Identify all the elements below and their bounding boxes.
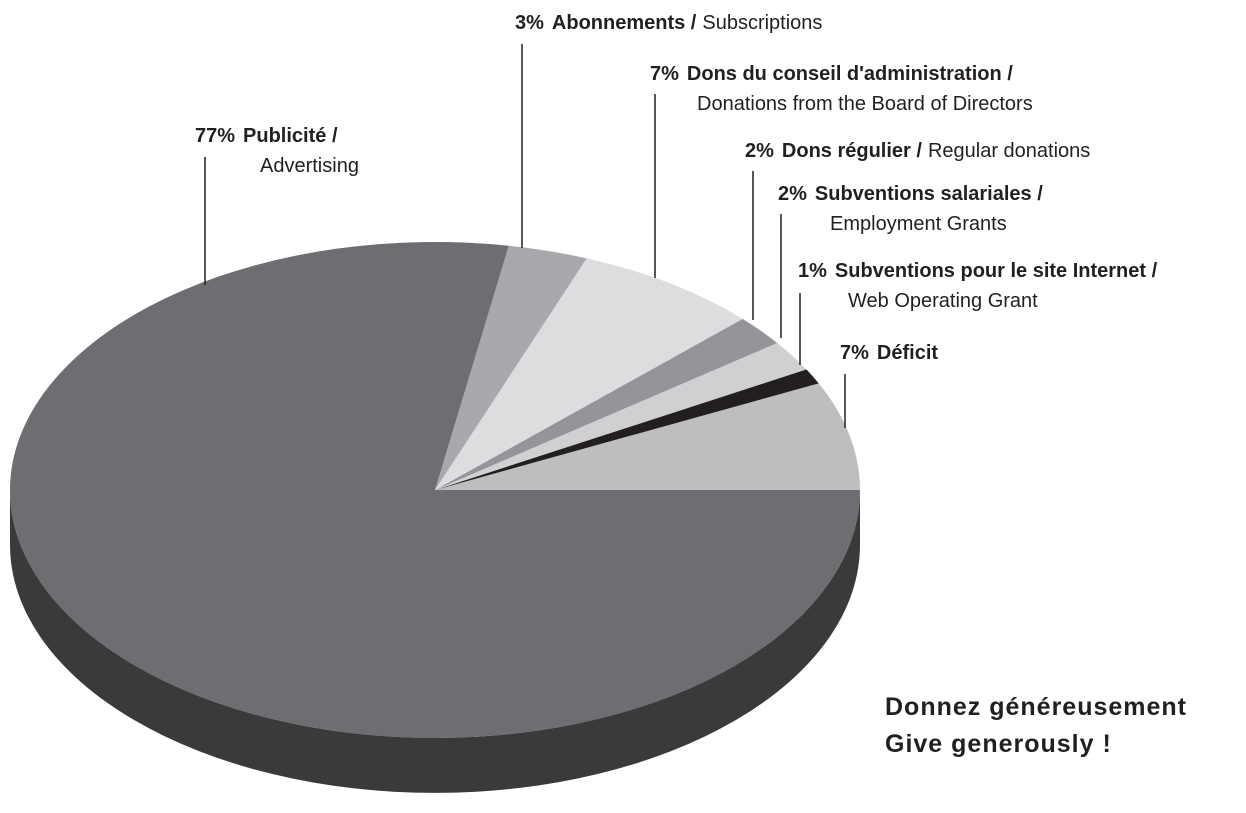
pie-slice [435,342,807,490]
category-label: Abonnements / [552,12,697,34]
value-label: 77% [195,125,235,147]
value-label: 2% [778,183,807,205]
slice-label: 2% Dons régulier / Regular donations [745,140,1090,162]
slice-label: 7% Déficit [840,342,938,364]
category-translation: Advertising [260,155,359,177]
category-translation: Employment Grants [830,213,1007,235]
category-translation: Subscriptions [702,12,822,34]
pie-slice [435,369,819,490]
value-label: 2% [745,140,774,162]
slice-label: 77% Publicité / [195,125,338,147]
annotation: Give generously ! [885,730,1112,758]
category-label: Dons régulier / [782,140,922,162]
value-label: 3% [515,12,544,34]
annotation: Donnez généreusement [885,693,1187,721]
pie-slice [435,383,860,490]
slice-label: 2% Subventions salariales / [778,183,1043,205]
category-label: Déficit [877,342,938,364]
slice-label: 3% Abonnements / Subscriptions [515,12,822,34]
value-label: 7% [650,63,679,85]
category-label: Subventions pour le site Internet / [835,260,1158,282]
category-label: Subventions salariales / [815,183,1043,205]
category-label: Dons du conseil d'administration / [687,63,1013,85]
category-translation: Donations from the Board of Directors [697,93,1033,115]
pie-slice [435,258,743,490]
value-label: 1% [798,260,827,282]
pie [9,242,861,793]
pie-slice [435,318,778,490]
pie-slice [9,242,861,738]
slice-label: 7% Dons du conseil d'administration / [650,63,1013,85]
pie-slice [435,245,587,490]
category-label: Publicité / [243,125,338,147]
category-translation: Web Operating Grant [848,290,1038,312]
value-label: 7% [840,342,869,364]
slice-label: 1% Subventions pour le site Internet / [798,260,1158,282]
category-translation: Regular donations [928,140,1090,162]
pie-side [10,490,860,793]
